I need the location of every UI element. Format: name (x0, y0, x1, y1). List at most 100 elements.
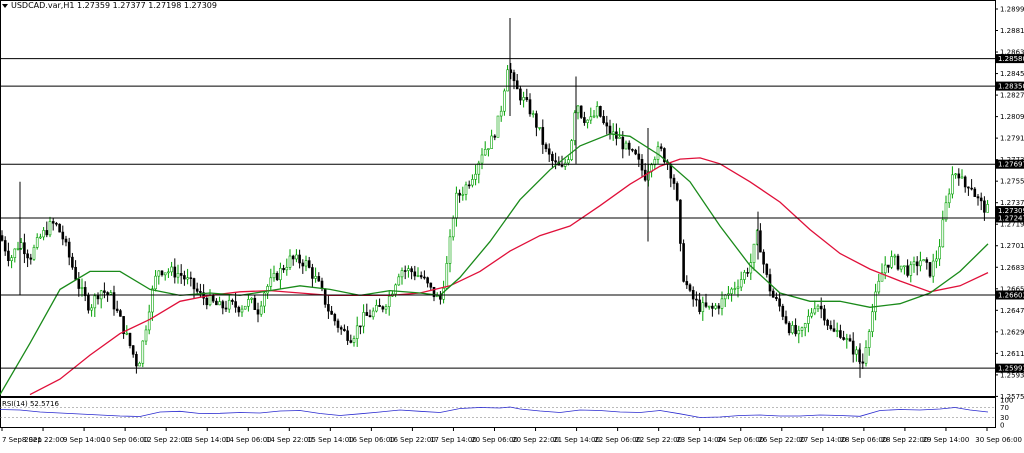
candle-body (746, 272, 749, 274)
candle-body (839, 330, 842, 338)
candle-body (739, 279, 743, 288)
candle-body (403, 270, 407, 272)
candle-body (29, 257, 33, 260)
candle-body (352, 338, 356, 343)
candle-body (250, 297, 253, 300)
candle-body (253, 297, 257, 310)
candle-body (771, 290, 775, 298)
time-tick-label: 14 Sep 06:00 (225, 436, 272, 444)
candle-body (109, 292, 113, 295)
candle-body (186, 277, 189, 280)
candle-body (80, 287, 84, 289)
candle-body (624, 142, 628, 150)
candle-body (83, 287, 87, 297)
candle-body (151, 288, 154, 313)
candle-body (983, 200, 986, 213)
candle-body (227, 299, 231, 310)
candle-body (695, 298, 698, 301)
candle-body (851, 340, 855, 355)
candle-body (976, 196, 980, 199)
time-tick-label: 22 Sep 22:00 (635, 436, 682, 444)
open-value: 1.27359 (76, 1, 111, 10)
candle-body (583, 117, 586, 123)
candle-body (285, 267, 289, 271)
candle-body (835, 330, 839, 332)
candle-body (925, 259, 929, 263)
candle-body (903, 265, 906, 268)
candle-body (288, 255, 292, 268)
candle-body (208, 295, 212, 306)
candle-body (93, 295, 97, 309)
candle-body (595, 106, 599, 117)
candle-body (576, 105, 580, 114)
candle-body (224, 307, 228, 310)
time-tick-label: 15 Sep 14:00 (307, 436, 354, 444)
candle-body (173, 266, 177, 278)
horizontal-levels[interactable] (0, 58, 995, 369)
candle-body (951, 174, 954, 195)
candle-body (407, 268, 410, 271)
candle-body (707, 305, 711, 308)
candle-body (663, 148, 666, 163)
candle-body (544, 144, 548, 150)
candle-body (887, 264, 890, 268)
price-tick-label: 1.28635 (1000, 49, 1024, 57)
level-tag: 1.26603 (998, 292, 1024, 300)
candle-body (503, 90, 506, 112)
price-tick-label: 1.25755 (1000, 393, 1024, 401)
candle-body (653, 159, 657, 166)
time-tick-label: 16 Sep 22:00 (389, 436, 436, 444)
candle-body (800, 327, 804, 331)
candle-body (794, 325, 797, 335)
price-axis: 1.28995 1.28815 1.28635 1.28455 1.28275 1.280… (995, 5, 1024, 401)
candle-body (314, 276, 317, 279)
level-tag: 1.27697 (998, 161, 1024, 169)
price-tick-label: 1.25935 (1000, 371, 1024, 379)
candle-body (301, 262, 305, 267)
time-tick-label: 10 Sep 06:00 (102, 436, 149, 444)
candle-body (381, 306, 385, 310)
candle-body (423, 276, 426, 279)
ma-slow-line (29, 157, 989, 396)
candle-body (51, 221, 55, 224)
candle-body (547, 148, 551, 155)
price-tick-label: 1.28095 (1000, 113, 1024, 121)
rsi-frame (0, 397, 996, 428)
candle-body (928, 262, 932, 277)
candle-body (515, 80, 519, 90)
level-tag-bg (996, 290, 1024, 300)
candle-body (797, 330, 801, 335)
candle-body (39, 236, 42, 239)
candle-body (698, 299, 701, 312)
candle-body (45, 230, 49, 236)
candle-body (275, 272, 279, 281)
candle-body (218, 301, 221, 306)
candle-body (413, 271, 417, 277)
candle-body (899, 265, 903, 270)
candle-body (659, 146, 663, 149)
candle-body (384, 306, 388, 310)
rsi-tick-label: 0 (1000, 422, 1004, 430)
dropdown-arrow-icon[interactable] (2, 3, 8, 8)
candle-body (803, 323, 807, 329)
candle-body (368, 315, 372, 318)
rsi-tick-label: 70 (1000, 404, 1009, 412)
candle-body (115, 308, 119, 311)
moving-averages (0, 133, 989, 396)
candle-body (122, 316, 125, 335)
high-value: 1.27377 (112, 1, 146, 10)
candle-body (685, 281, 689, 286)
candle-body (426, 277, 429, 284)
candle-body (765, 263, 769, 275)
candle-body (880, 272, 884, 282)
candle-body (679, 199, 682, 244)
candle-body (359, 325, 362, 328)
candle-body (819, 305, 823, 310)
candle-body (519, 88, 522, 101)
candle-body (637, 153, 641, 160)
candle-body (419, 275, 423, 278)
price-tick-label: 1.28815 (1000, 27, 1024, 35)
candle-body (967, 186, 970, 189)
